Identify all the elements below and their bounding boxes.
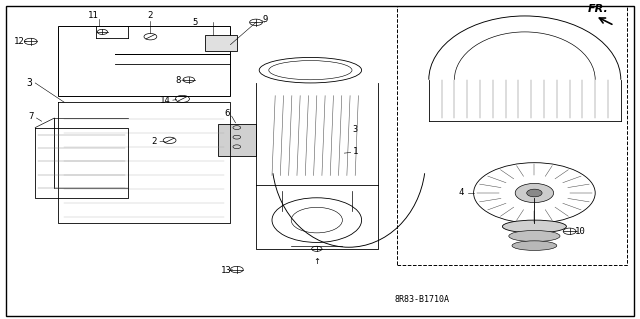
Circle shape xyxy=(527,189,542,197)
Text: 7: 7 xyxy=(28,112,33,121)
Bar xyxy=(205,35,237,51)
Text: FR.: FR. xyxy=(588,4,609,14)
Text: 5: 5 xyxy=(193,18,198,27)
Text: 2: 2 xyxy=(151,137,156,146)
Text: 3: 3 xyxy=(353,125,358,134)
Text: 12: 12 xyxy=(14,37,24,46)
Text: 3: 3 xyxy=(26,78,32,88)
Text: 9: 9 xyxy=(263,15,268,24)
Circle shape xyxy=(515,183,554,203)
Text: 14: 14 xyxy=(160,96,170,105)
Text: ↑: ↑ xyxy=(314,257,320,266)
Ellipse shape xyxy=(502,220,566,233)
Text: 13: 13 xyxy=(221,266,231,275)
Text: 8: 8 xyxy=(175,76,180,85)
Text: 1: 1 xyxy=(353,147,358,156)
Bar xyxy=(218,124,256,156)
Ellipse shape xyxy=(512,241,557,250)
Text: 11: 11 xyxy=(88,11,98,20)
Bar xyxy=(58,26,230,96)
Text: 8R83-B1710A: 8R83-B1710A xyxy=(395,295,450,304)
Text: 2: 2 xyxy=(148,11,153,20)
Text: 6: 6 xyxy=(225,109,230,118)
Bar xyxy=(397,6,627,265)
Text: 10: 10 xyxy=(575,227,586,236)
Ellipse shape xyxy=(509,230,560,242)
Text: 4: 4 xyxy=(458,189,463,197)
